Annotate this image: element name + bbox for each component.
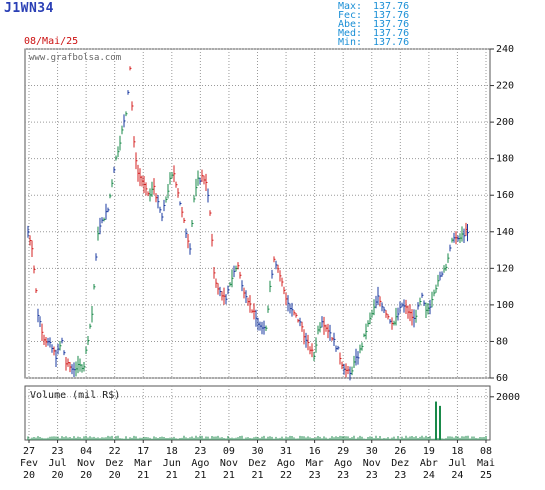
date-tick-day: 23 (194, 446, 206, 457)
date-tick-yr: 20 (23, 470, 35, 481)
date-tick-mon: Abr (420, 458, 438, 469)
price-tick-label: 160 (496, 190, 514, 201)
date-tick-mon: Mai (477, 458, 495, 469)
stat-row: Max: 137.76 (338, 1, 410, 12)
date-tick-day: 31 (280, 446, 292, 457)
date-tick-mon: Mar (134, 458, 152, 469)
date-tick-mon: Nov (77, 458, 95, 469)
price-tick-label: 140 (496, 227, 514, 238)
date-tick-day: 27 (23, 446, 35, 457)
date-tick-mon: Dez (391, 458, 409, 469)
date-tick-yr: 21 (137, 470, 149, 481)
price-tick-label: 80 (496, 336, 508, 347)
price-tick-label: 60 (496, 373, 508, 384)
date-tick-day: 22 (109, 446, 121, 457)
date-tick-yr: 25 (480, 470, 492, 481)
stat-row: Fec: 137.76 (338, 10, 410, 21)
stat-label: Fec: (338, 10, 363, 21)
date-tick-mon: Ago (334, 458, 352, 469)
stat-value: 137.76 (373, 28, 410, 39)
quote-date: 08/Mai/25 (24, 36, 79, 47)
date-tick-yr: 23 (394, 470, 406, 481)
stat-value: 137.76 (373, 37, 410, 48)
stat-row: Med: 137.76 (338, 28, 410, 39)
price-tick-label: 220 (496, 81, 514, 92)
stat-label: Abe: (338, 19, 363, 30)
date-tick-day: 18 (166, 446, 178, 457)
stat-value: 137.76 (373, 1, 410, 12)
date-tick-mon: Jul (448, 458, 466, 469)
date-tick-yr: 24 (451, 470, 463, 481)
date-tick-yr: 21 (223, 470, 235, 481)
volume-tick-label: 2000 (496, 392, 520, 403)
price-tick-label: 240 (496, 44, 514, 55)
date-tick-mon: Jun (163, 458, 181, 469)
date-tick-yr: 23 (337, 470, 349, 481)
price-tick-label: 200 (496, 117, 514, 128)
date-tick-yr: 24 (423, 470, 435, 481)
date-tick-mon: Dez (106, 458, 124, 469)
date-tick-day: 30 (251, 446, 263, 457)
date-tick-day: 30 (366, 446, 378, 457)
date-tick-mon: Ago (277, 458, 295, 469)
date-tick-day: 29 (337, 446, 349, 457)
stat-label: Min: (338, 37, 363, 48)
stat-label: Med: (338, 28, 363, 39)
price-tick-label: 180 (496, 154, 514, 165)
date-tick-yr: 21 (251, 470, 263, 481)
date-tick-yr: 21 (194, 470, 206, 481)
date-tick-day: 09 (223, 446, 235, 457)
date-tick-day: 08 (480, 446, 492, 457)
date-tick-day: 17 (137, 446, 149, 457)
price-tick-label: 120 (496, 263, 514, 274)
stat-value: 137.76 (373, 10, 410, 21)
ticker-symbol: J1WN34 (4, 1, 54, 16)
price-tick-label: 100 (496, 300, 514, 311)
date-tick-day: 26 (394, 446, 406, 457)
date-tick-yr: 20 (52, 470, 64, 481)
date-tick-yr: 21 (166, 470, 178, 481)
stat-value: 137.76 (373, 19, 410, 30)
date-tick-mon: Dez (248, 458, 266, 469)
date-tick-day: 04 (80, 446, 92, 457)
date-tick-mon: Ago (191, 458, 209, 469)
date-tick-yr: 20 (80, 470, 92, 481)
date-tick-yr: 23 (366, 470, 378, 481)
watermark: www.grafbolsa.com (29, 53, 121, 63)
stat-row: Min: 137.76 (338, 37, 410, 48)
date-tick-day: 18 (451, 446, 463, 457)
stat-label: Max: (338, 1, 363, 12)
date-tick-yr: 23 (309, 470, 321, 481)
date-tick-yr: 20 (109, 470, 121, 481)
date-tick-yr: 22 (280, 470, 292, 481)
date-tick-mon: Fev (20, 458, 38, 469)
date-tick-mon: Nov (363, 458, 381, 469)
date-tick-mon: Nov (220, 458, 238, 469)
price-stats: Max: 137.76 Fec: 137.76 Abe: 137.76 Med: 137.76… (338, 1, 410, 48)
date-tick-day: 16 (309, 446, 321, 457)
date-tick-mon: Mar (306, 458, 324, 469)
date-tick-mon: Jul (49, 458, 67, 469)
stat-row: Abe: 137.76 (338, 19, 410, 30)
date-tick-day: 19 (423, 446, 435, 457)
date-tick-day: 23 (52, 446, 64, 457)
volume-label: Volume (mil R$) (30, 390, 120, 401)
